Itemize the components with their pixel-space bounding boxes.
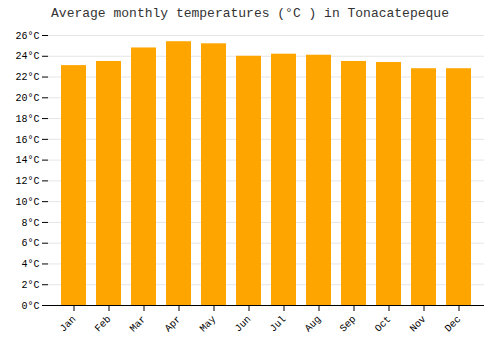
svg-text:Apr: Apr [163,314,184,335]
svg-text:4°C: 4°C [21,259,39,270]
svg-text:Jul: Jul [268,314,289,335]
svg-text:May: May [198,314,219,335]
html-text:Average monthly temperatures (: Average monthly temperatures (°C ) in To… [51,6,449,21]
svg-text:2°C: 2°C [21,280,39,291]
svg-text:Feb: Feb [93,314,114,335]
svg-text:Nov: Nov [408,314,429,335]
svg-text:16°C: 16°C [15,135,39,146]
svg-text:8°C: 8°C [21,218,39,229]
svg-text:Jan: Jan [58,314,79,335]
svg-text:Dec: Dec [443,314,464,335]
svg-text:Oct: Oct [373,314,394,335]
svg-text:10°C: 10°C [15,197,39,208]
svg-text:24°C: 24°C [15,51,39,62]
svg-text:0°C: 0°C [21,301,39,312]
svg-text:14°C: 14°C [15,155,39,166]
svg-text:12°C: 12°C [15,176,39,187]
svg-text:18°C: 18°C [15,114,39,125]
svg-text:22°C: 22°C [15,72,39,83]
svg-text:20°C: 20°C [15,93,39,104]
svg-text:6°C: 6°C [21,238,39,249]
svg-text:Sep: Sep [338,314,359,335]
svg-text:Aug: Aug [303,314,324,335]
svg-text:Mar: Mar [128,314,149,335]
svg-text:26°C: 26°C [15,31,39,42]
svg-text:Jun: Jun [233,314,254,335]
